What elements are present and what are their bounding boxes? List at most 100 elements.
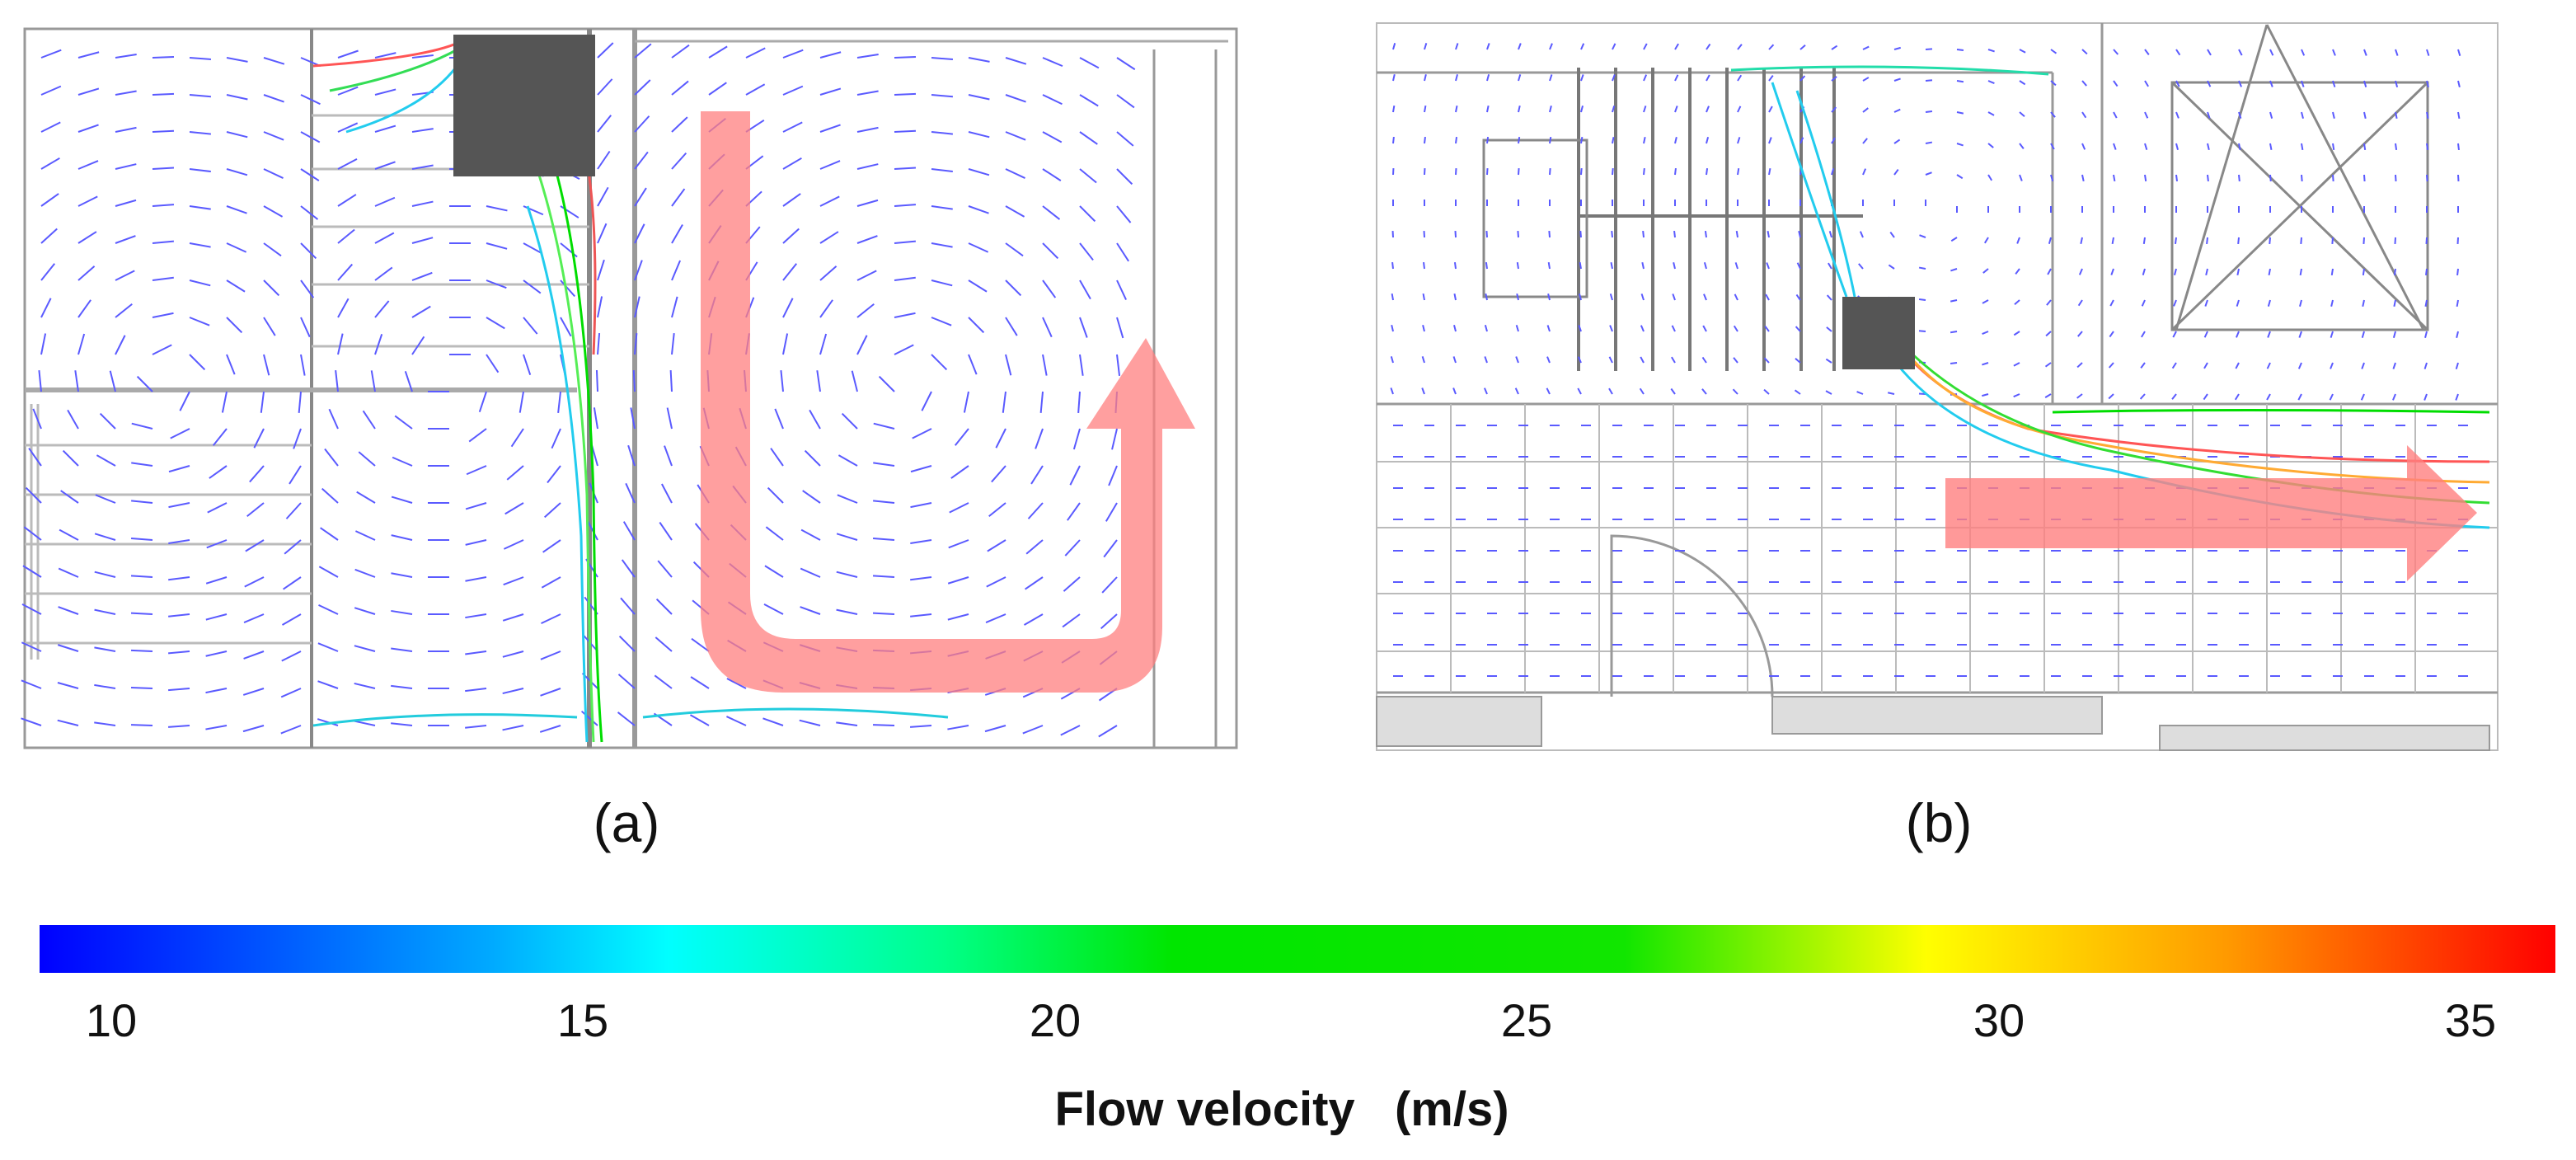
velocity-vector xyxy=(2015,268,2020,275)
velocity-vector xyxy=(2081,143,2086,150)
velocity-vector xyxy=(2456,268,2459,276)
velocity-vector xyxy=(226,168,248,176)
velocity-vector xyxy=(374,196,396,207)
velocity-vector xyxy=(739,407,747,430)
velocity-vector xyxy=(130,575,153,578)
velocity-vector xyxy=(300,94,321,106)
velocity-vector xyxy=(391,609,413,615)
velocity-vector xyxy=(909,725,932,728)
velocity-vector xyxy=(1030,465,1044,485)
velocity-vector xyxy=(1079,354,1084,376)
velocity-vector xyxy=(1799,137,1804,144)
velocity-vector xyxy=(1580,136,1584,144)
velocity-vector xyxy=(617,674,636,689)
velocity-vector xyxy=(96,454,116,467)
velocity-vector xyxy=(1734,262,1738,270)
velocity-vector xyxy=(1643,74,1648,82)
velocity-vector xyxy=(745,83,766,96)
velocity-vector xyxy=(281,650,302,662)
velocity-vector xyxy=(2297,362,2302,369)
velocity-vector xyxy=(1067,502,1081,521)
velocity-vector xyxy=(2299,299,2302,307)
velocity-vector xyxy=(94,571,116,578)
velocity-vector xyxy=(1925,79,1933,82)
velocity-vector xyxy=(764,565,784,578)
velocity-vector xyxy=(411,336,425,355)
velocity-vector xyxy=(486,205,508,212)
velocity-vector xyxy=(708,153,725,170)
velocity-vector xyxy=(2393,299,2396,308)
velocity-vector xyxy=(189,205,211,210)
velocity-vector xyxy=(1390,356,1394,364)
velocity-vector xyxy=(518,391,524,413)
velocity-vector xyxy=(1485,293,1488,301)
velocity-vector xyxy=(634,296,640,318)
velocity-vector xyxy=(391,647,413,652)
velocity-vector xyxy=(1831,137,1836,144)
velocity-vector xyxy=(560,57,581,66)
velocity-vector xyxy=(894,204,917,207)
velocity-vector xyxy=(95,494,116,504)
velocity-vector xyxy=(692,561,710,578)
velocity-vector xyxy=(1768,167,1771,176)
velocity-vector xyxy=(1455,74,1458,82)
velocity-vector xyxy=(2174,268,2177,275)
velocity-vector xyxy=(168,650,190,655)
velocity-vector xyxy=(226,354,236,375)
velocity-vector xyxy=(209,465,228,479)
velocity-vector xyxy=(354,530,376,541)
panel-a-velocity-vectors xyxy=(21,42,1136,738)
velocity-vector xyxy=(189,57,212,60)
velocity-vector xyxy=(1042,57,1063,68)
velocity-vector xyxy=(988,502,1006,518)
velocity-vector xyxy=(1549,43,1553,50)
velocity-vector xyxy=(782,157,802,170)
velocity-vector xyxy=(1072,428,1081,450)
velocity-vector xyxy=(1612,167,1614,176)
velocity-vector xyxy=(1987,49,1995,53)
velocity-vector xyxy=(708,45,728,59)
velocity-vector xyxy=(502,613,524,622)
velocity-vector xyxy=(836,721,858,726)
velocity-vector xyxy=(1799,75,1806,82)
velocity-vector xyxy=(22,565,42,578)
velocity-vector xyxy=(2300,237,2302,245)
velocity-vector xyxy=(394,415,413,430)
velocity-vector xyxy=(1079,94,1099,107)
velocity-vector xyxy=(115,235,136,244)
velocity-vector xyxy=(745,119,765,133)
velocity-vector xyxy=(671,260,682,281)
velocity-vector xyxy=(671,223,683,244)
velocity-vector xyxy=(856,90,879,96)
velocity-vector xyxy=(523,131,545,139)
velocity-vector xyxy=(486,94,508,99)
velocity-vector xyxy=(762,641,784,652)
velocity-vector xyxy=(2019,143,2025,149)
velocity-vector xyxy=(1116,57,1136,71)
velocity-vector xyxy=(2362,299,2365,308)
velocity-vector xyxy=(1485,230,1488,238)
velocity-vector xyxy=(725,716,747,726)
velocity-vector xyxy=(1887,392,1895,395)
velocity-vector xyxy=(2204,299,2208,307)
velocity-vector xyxy=(205,576,228,585)
velocity-vector xyxy=(1862,45,1870,50)
velocity-vector xyxy=(1005,354,1012,376)
velocity-vector xyxy=(243,613,265,624)
velocity-vector xyxy=(671,116,688,133)
velocity-vector xyxy=(131,422,153,430)
velocity-vector xyxy=(1452,356,1457,364)
velocity-vector xyxy=(727,639,747,652)
velocity-vector xyxy=(581,672,598,689)
velocity-vector xyxy=(318,566,339,578)
velocity-vector xyxy=(836,533,858,541)
velocity-vector xyxy=(523,57,545,63)
velocity-vector xyxy=(689,714,710,726)
velocity-vector xyxy=(2013,393,2020,398)
velocity-vector xyxy=(1042,317,1053,338)
velocity-vector xyxy=(1670,387,1676,395)
velocity-vector xyxy=(263,131,284,141)
velocity-vector xyxy=(856,54,879,59)
velocity-vector xyxy=(57,682,79,689)
